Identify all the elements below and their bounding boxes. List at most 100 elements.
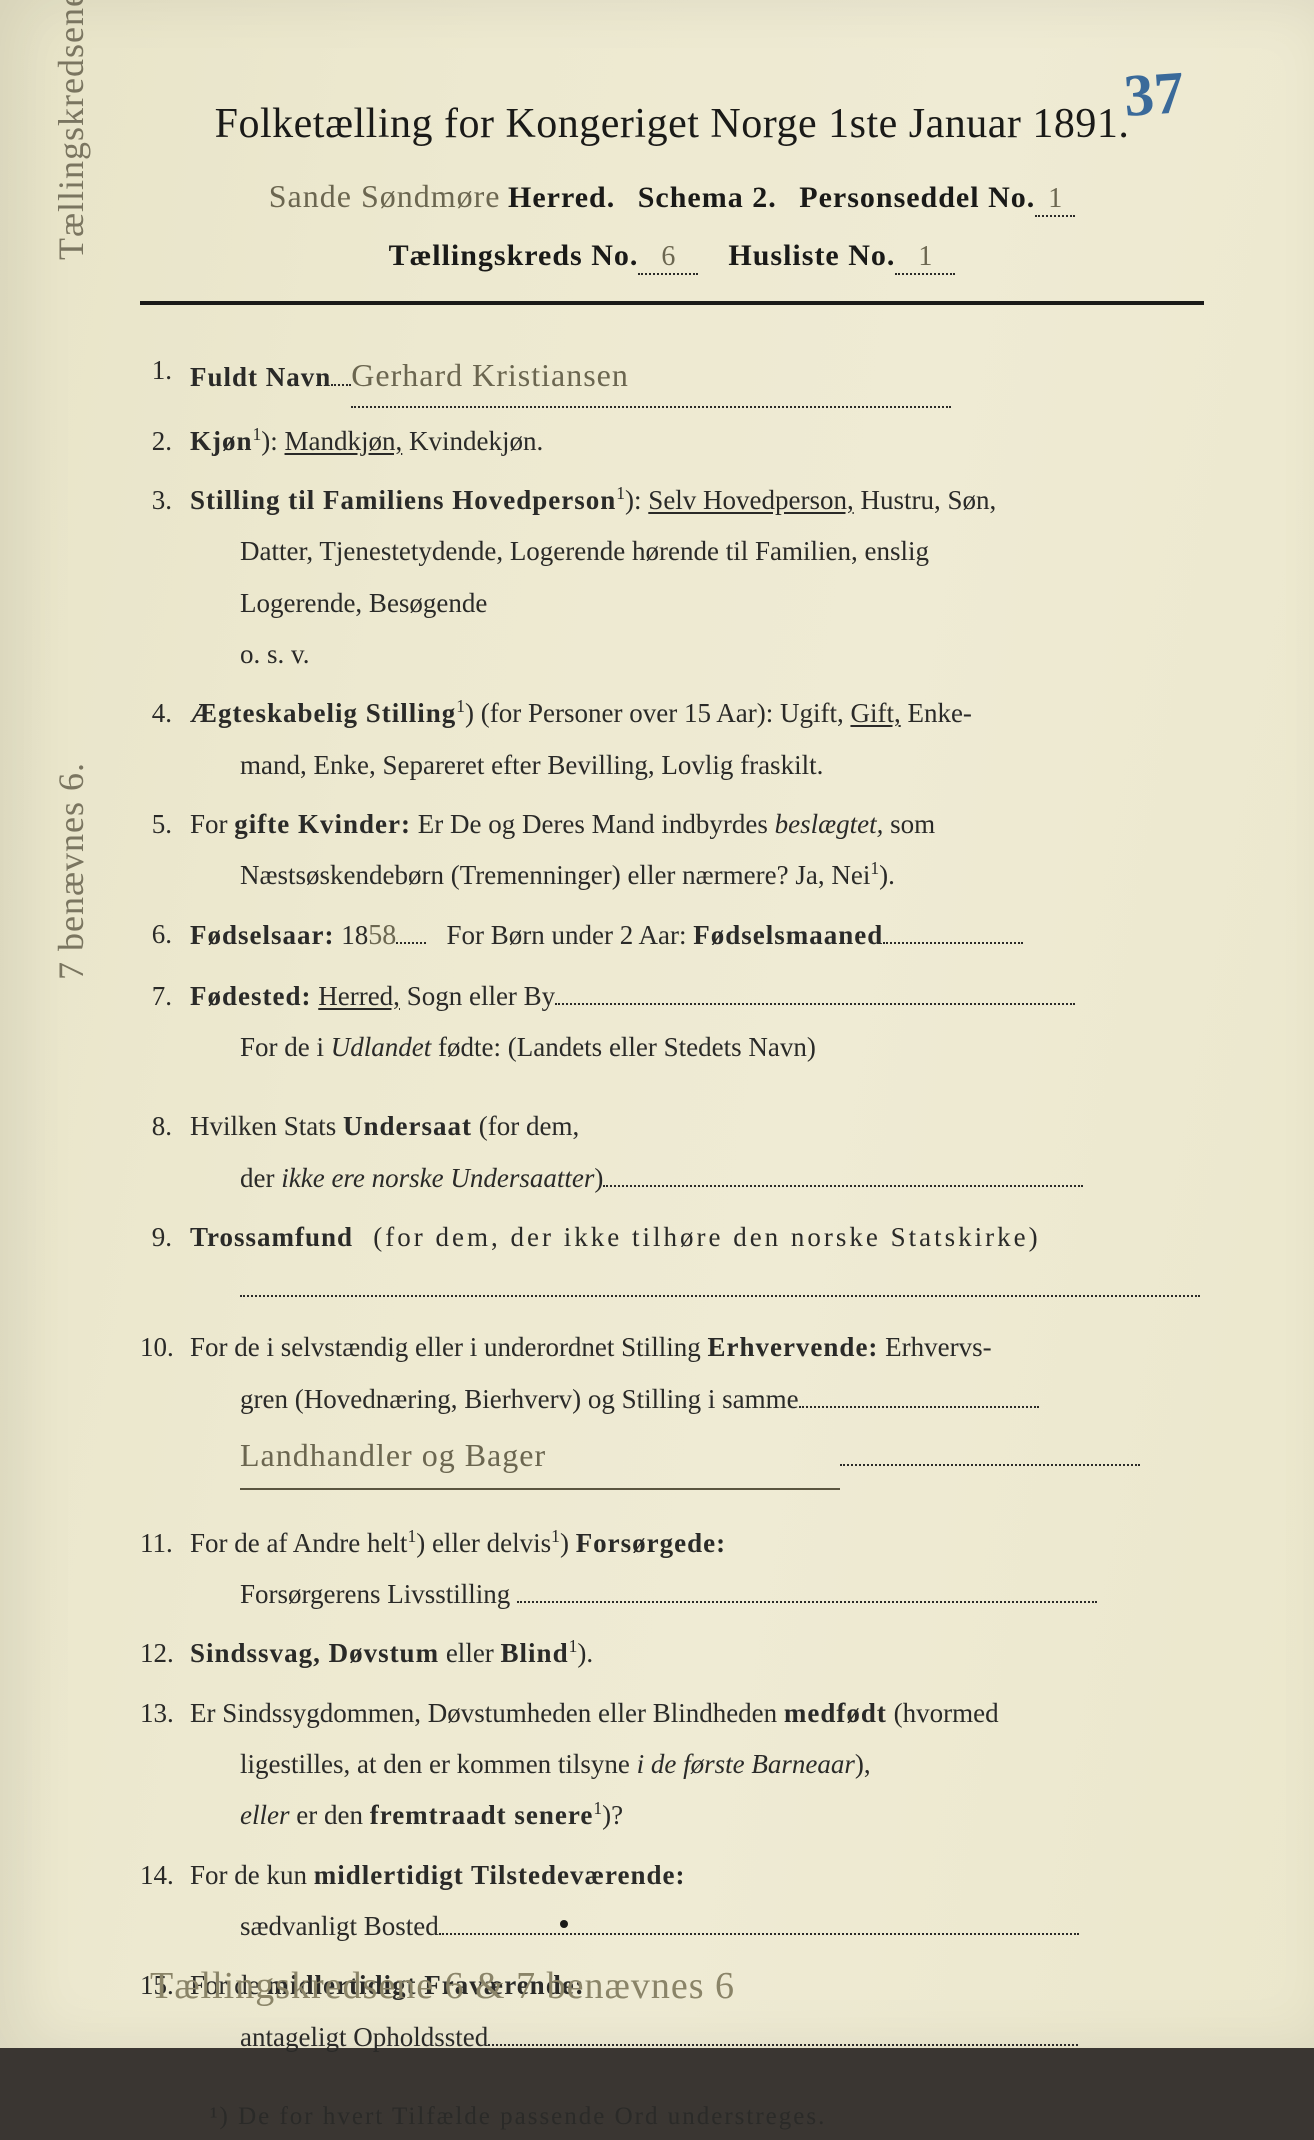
margin-note-2: 7 benævnes 6.	[50, 762, 92, 980]
italic-beslaegtet: beslægtet,	[775, 809, 884, 839]
item3-line4: o. s. v.	[190, 639, 310, 669]
text-trossamfund: (for dem, der ikke tilhøre den norske St…	[373, 1222, 1040, 1252]
paren-text: (for Personer over 15 Aar):	[481, 698, 773, 728]
item13-line2b: ),	[855, 1749, 871, 1779]
form-title: Folketælling for Kongeriget Norge 1ste J…	[140, 100, 1204, 148]
text-kvindekjon: Kvindekjøn.	[409, 426, 543, 456]
text-hvormed: (hvormed	[894, 1698, 999, 1728]
label-trossamfund: Trossamfund	[190, 1222, 353, 1252]
selected-herred: Herred,	[318, 981, 400, 1011]
taellingskreds-label: Tællingskreds No.	[389, 239, 639, 272]
label-medfodt: medfødt	[784, 1698, 887, 1728]
item3-line3: Logerende, Besøgende	[190, 588, 487, 618]
italic-eller: eller	[240, 1800, 289, 1830]
year-prefix: 18	[341, 920, 368, 950]
text-sindssygdom: Er Sindssygdommen, Døvstumheden eller Bl…	[190, 1698, 777, 1728]
text-delvis: eller delvis	[432, 1528, 551, 1558]
italic-udlandet: Udlandet	[331, 1032, 432, 1062]
text-1: Er De og Deres Mand indbyrdes	[418, 809, 768, 839]
label-fodested: Fødested:	[190, 981, 311, 1011]
item-number: 6.	[140, 909, 190, 962]
item3-line2: Datter, Tjenestetydende, Logerende høren…	[190, 536, 929, 566]
item-12: 12. Sindssvag, Døvstum eller Blind1).	[140, 1628, 1204, 1679]
form-header: Folketælling for Kongeriget Norge 1ste J…	[140, 100, 1204, 275]
item-number: 9.	[140, 1212, 190, 1315]
item-13: 13. Er Sindssygdommen, Døvstumheden elle…	[140, 1688, 1204, 1842]
item-9: 9. Trossamfund (for dem, der ikke tilhør…	[140, 1212, 1204, 1315]
form-body: 1. Fuldt Navn Gerhard Kristiansen 2. Kjøn…	[140, 345, 1204, 2140]
item-number: 2.	[140, 416, 190, 467]
item-number: 5.	[140, 799, 190, 902]
item-number: 4.	[140, 688, 190, 791]
item13-line2a: ligestilles, at den er kommen tilsyne	[240, 1749, 630, 1779]
text-eller: eller	[446, 1638, 494, 1668]
text-der: der	[240, 1163, 274, 1193]
item11-line2: Forsørgerens Livsstilling	[240, 1579, 510, 1609]
item10-line2: gren (Hovednæring, Bierhverv) og Stillin…	[240, 1384, 799, 1414]
label-aegteskab: Ægteskabelig Stilling	[190, 698, 456, 728]
item15-line2: antageligt Opholdssted	[240, 2022, 488, 2052]
header-line-3: Tællingskreds No.6 Husliste No.1	[140, 239, 1204, 275]
selected-gift: Gift,	[850, 698, 900, 728]
text-erden: er den	[296, 1800, 363, 1830]
personseddel-value: 1	[1035, 183, 1075, 217]
text-andre-helt: For de af Andre helt	[190, 1528, 407, 1558]
item7-line2a: For de i	[240, 1032, 324, 1062]
item-8: 8. Hvilken Stats Undersaat (for dem, der…	[140, 1101, 1204, 1204]
label-kjon: Kjøn	[190, 426, 253, 456]
text-fordem: (for dem,	[479, 1111, 579, 1141]
prefix-for: For	[190, 809, 228, 839]
herred-label: Herred.	[508, 181, 615, 214]
item-number: 13.	[140, 1688, 190, 1842]
paren-close: )	[594, 1163, 603, 1193]
opt-enke: Enke-	[907, 698, 971, 728]
label-fuldt-navn: Fuldt Navn	[190, 362, 331, 392]
text-sogn: Sogn eller By	[407, 981, 556, 1011]
item-number: 1.	[140, 345, 190, 408]
item4-line2: mand, Enke, Separeret efter Bevilling, L…	[190, 750, 823, 780]
item7-line2b: fødte: (Landets eller Stedets Navn)	[438, 1032, 816, 1062]
footnote: ¹) De for hvert Tilfælde passende Ord un…	[140, 2093, 1204, 2140]
header-line-2: Sande Søndmøre Herred. Schema 2. Persons…	[140, 178, 1204, 217]
item-number: 7.	[140, 971, 190, 1074]
label-gifte-kvinder: gifte Kvinder:	[234, 809, 411, 839]
taellingskreds-value: 6	[638, 241, 698, 275]
ink-dot	[560, 1920, 568, 1928]
item-14: 14. For de kun midlertidigt Tilstedevære…	[140, 1850, 1204, 1953]
selected-hovedperson: Selv Hovedperson,	[648, 485, 853, 515]
item-5: 5. For gifte Kvinder: Er De og Deres Man…	[140, 799, 1204, 902]
text-selvstaendig: For de i selvstændig eller i underordnet…	[190, 1332, 701, 1362]
item-number: 12.	[140, 1628, 190, 1679]
bottom-handwritten: Tællingskredsene 6 & 7 benævnes 6	[150, 1964, 735, 2008]
selected-mandkjon: Mandkjøn,	[285, 426, 403, 456]
italic-barneaar: i de første Barneaar	[637, 1749, 855, 1779]
label-sindssvag: Sindssvag, Døvstum	[190, 1638, 439, 1668]
item-2: 2. Kjøn1): Mandkjøn, Kvindekjøn.	[140, 416, 1204, 467]
item5-line2: Næstsøskendebørn (Tremenninger) eller næ…	[240, 860, 870, 890]
label-tilstedevaerende: midlertidigt Tilstedeværende:	[314, 1860, 686, 1890]
text-born: For Børn under 2 Aar:	[446, 920, 686, 950]
item-6: 6. Fødselsaar: 1858 For Børn under 2 Aar…	[140, 909, 1204, 962]
item14-line2: sædvanligt Bosted	[240, 1911, 439, 1941]
item-number: 3.	[140, 475, 190, 680]
husliste-label: Husliste No.	[728, 239, 895, 272]
item-7: 7. Fødested: Herred, Sogn eller By For d…	[140, 971, 1204, 1074]
label-fremtraadt: fremtraadt senere	[370, 1800, 594, 1830]
item-4: 4. Ægteskabelig Stilling1) (for Personer…	[140, 688, 1204, 791]
text-erhvervs: Erhvervs-	[885, 1332, 991, 1362]
value-occupation: Landhandler og Bager	[240, 1425, 840, 1490]
text-2: som	[890, 809, 935, 839]
opt-ugift: Ugift,	[780, 698, 844, 728]
page-number-handwritten: 37	[1122, 58, 1187, 131]
year-value: 58	[368, 920, 396, 951]
text-hvilken: Hvilken Stats	[190, 1111, 336, 1141]
item-number: 8.	[140, 1101, 190, 1204]
text-fordekun: For de kun	[190, 1860, 307, 1890]
personseddel-label: Personseddel No.	[799, 181, 1035, 214]
value-name: Gerhard Kristiansen	[351, 345, 951, 408]
item-number: 10.	[140, 1322, 190, 1489]
husliste-value: 1	[895, 241, 955, 275]
item-number: 14.	[140, 1850, 190, 1953]
label-erhvervende: Erhvervende:	[707, 1332, 878, 1362]
text-rest: Hustru, Søn,	[861, 485, 997, 515]
